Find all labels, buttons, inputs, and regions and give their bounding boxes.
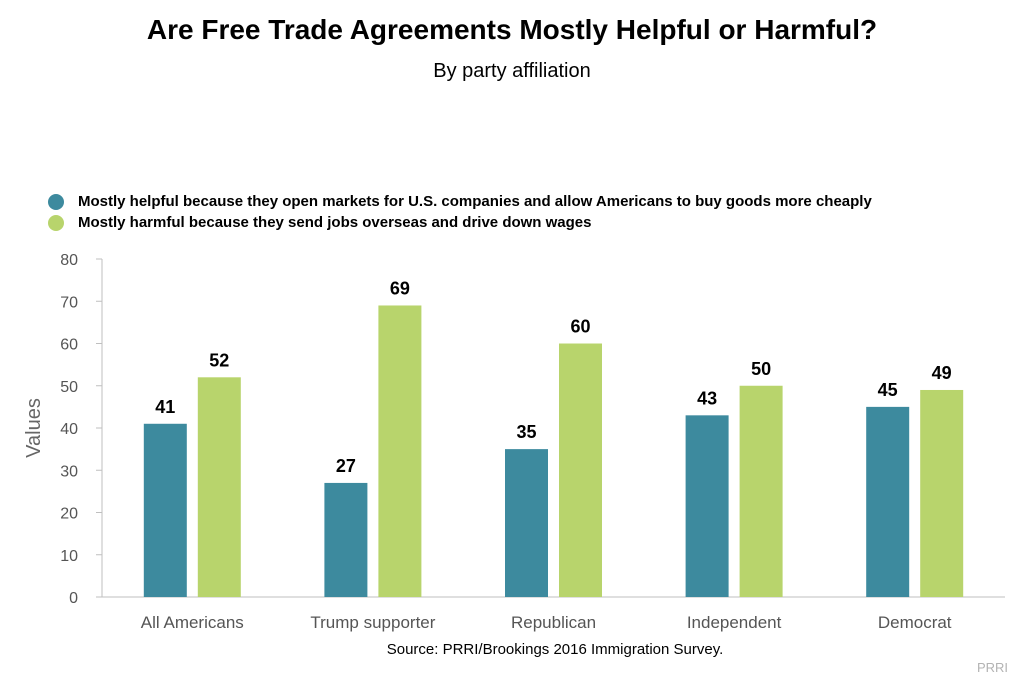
bar-value-label: 43	[697, 388, 717, 408]
legend: Mostly helpful because they open markets…	[48, 191, 872, 233]
bar-value-label: 69	[390, 278, 410, 298]
y-axis-title: Values	[23, 398, 45, 458]
source-note: Source: PRRI/Brookings 2016 Immigration …	[386, 641, 724, 658]
bar-value-label: 45	[878, 380, 898, 400]
bar-harmful[interactable]	[920, 389, 964, 597]
bar-value-label: 50	[751, 359, 771, 379]
bar-helpful[interactable]	[143, 423, 187, 597]
bar-helpful[interactable]	[324, 482, 368, 597]
bar-value-label: 35	[516, 422, 536, 442]
x-tick-label: All Americans	[141, 613, 244, 632]
bar-value-label: 60	[570, 317, 590, 337]
legend-label-helpful: Mostly helpful because they open markets…	[78, 193, 872, 210]
bar-harmful[interactable]	[739, 385, 783, 597]
bar-helpful[interactable]	[505, 449, 548, 597]
bar-value-label: 41	[155, 397, 175, 417]
x-tick-label: Republican	[511, 613, 596, 632]
bar-helpful[interactable]	[685, 415, 729, 597]
chart-title: Are Free Trade Agreements Mostly Helpful…	[146, 14, 878, 45]
bar-helpful[interactable]	[866, 406, 910, 597]
x-tick-label: Independent	[687, 613, 782, 632]
bar-harmful[interactable]	[378, 305, 422, 597]
legend-marker-harmful	[48, 214, 64, 231]
y-tick-label: 40	[60, 421, 78, 438]
y-tick-label: 20	[60, 506, 78, 523]
legend-item-helpful[interactable]: Mostly helpful because they open markets…	[48, 191, 872, 212]
bar-harmful[interactable]	[559, 343, 602, 598]
y-tick-label: 50	[60, 379, 78, 396]
x-tick-label: Trump supporter	[310, 613, 435, 632]
legend-item-harmful[interactable]: Mostly harmful because they send jobs ov…	[48, 212, 872, 233]
y-tick-label: 0	[69, 590, 78, 607]
y-tick-label: 60	[60, 337, 78, 354]
y-tick-label: 10	[60, 548, 78, 565]
bar-value-label: 49	[932, 363, 952, 383]
legend-marker-helpful	[48, 193, 64, 210]
legend-label-harmful: Mostly harmful because they send jobs ov…	[78, 214, 592, 231]
bar-value-label: 52	[209, 350, 229, 370]
chart-subtitle: By party affiliation	[433, 60, 591, 82]
bar-harmful[interactable]	[197, 377, 241, 597]
y-tick-label: 30	[60, 463, 78, 480]
y-tick-label: 80	[60, 252, 78, 269]
x-tick-label: Democrat	[878, 613, 952, 632]
credit-label: PRRI	[976, 660, 1008, 675]
y-tick-label: 70	[60, 294, 78, 311]
bar-value-label: 27	[336, 456, 356, 476]
